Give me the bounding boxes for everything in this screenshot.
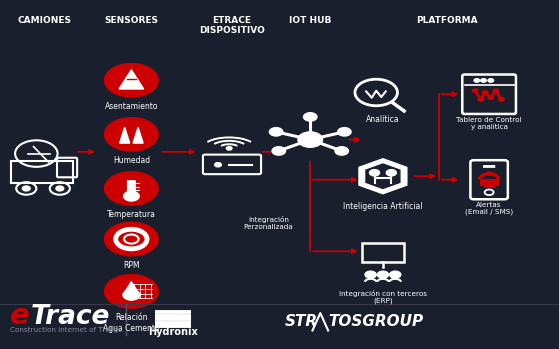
Circle shape	[22, 186, 30, 191]
Text: PLATFORMA: PLATFORMA	[416, 16, 478, 25]
Polygon shape	[105, 118, 158, 151]
Circle shape	[272, 147, 286, 155]
Text: STR: STR	[285, 314, 318, 329]
Circle shape	[386, 170, 396, 176]
FancyBboxPatch shape	[127, 180, 136, 195]
FancyBboxPatch shape	[480, 179, 499, 186]
Text: Tablero de Control
y analítica: Tablero de Control y analítica	[456, 117, 522, 130]
Circle shape	[123, 290, 140, 300]
Text: CAMIONES: CAMIONES	[18, 16, 72, 25]
Circle shape	[377, 271, 389, 278]
Circle shape	[478, 98, 484, 101]
Text: Temperatura: Temperatura	[107, 210, 156, 220]
Text: Trace: Trace	[31, 304, 110, 329]
Text: Construction Internet of Things: Construction Internet of Things	[10, 327, 122, 333]
Text: Analítica: Analítica	[366, 115, 400, 124]
Text: Inteligencia Artificial: Inteligencia Artificial	[343, 202, 423, 211]
FancyBboxPatch shape	[483, 165, 495, 168]
Circle shape	[304, 113, 317, 121]
Text: e: e	[10, 302, 30, 330]
Circle shape	[499, 98, 504, 101]
Circle shape	[365, 271, 376, 278]
Text: Integración con terceros
(ERP): Integración con terceros (ERP)	[339, 290, 427, 304]
Polygon shape	[105, 222, 158, 256]
Text: IOT HUB: IOT HUB	[289, 16, 331, 25]
Circle shape	[474, 79, 480, 82]
Circle shape	[215, 163, 221, 167]
Text: RPM: RPM	[123, 261, 140, 270]
Text: Hydronix: Hydronix	[149, 327, 198, 337]
Circle shape	[487, 172, 491, 175]
Circle shape	[369, 170, 380, 176]
Text: Alertas
(Email / SMS): Alertas (Email / SMS)	[465, 202, 513, 215]
Text: Asentamiento: Asentamiento	[105, 102, 158, 111]
Circle shape	[482, 91, 488, 94]
Polygon shape	[105, 64, 158, 97]
Circle shape	[338, 128, 351, 136]
Polygon shape	[119, 70, 144, 89]
Polygon shape	[359, 159, 406, 193]
Text: Humedad: Humedad	[113, 156, 150, 165]
Circle shape	[56, 186, 64, 191]
Polygon shape	[366, 164, 400, 188]
Polygon shape	[105, 275, 158, 308]
Text: TOSGROUP: TOSGROUP	[328, 314, 423, 329]
Text: Relación
Agua Cemento: Relación Agua Cemento	[103, 313, 160, 333]
Circle shape	[481, 79, 486, 82]
Circle shape	[124, 191, 139, 201]
Polygon shape	[123, 282, 140, 295]
Circle shape	[390, 271, 401, 278]
Circle shape	[493, 89, 499, 92]
Polygon shape	[128, 227, 135, 231]
Text: SENSORES: SENSORES	[105, 16, 158, 25]
Text: ETRACE
DISPOSITIVO: ETRACE DISPOSITIVO	[199, 16, 265, 35]
Text: Integración
Perzonalizada: Integración Perzonalizada	[244, 216, 293, 230]
Circle shape	[488, 79, 494, 82]
Circle shape	[335, 147, 348, 155]
Polygon shape	[120, 127, 130, 143]
Circle shape	[226, 147, 232, 150]
Circle shape	[488, 96, 494, 99]
Polygon shape	[133, 127, 143, 143]
Circle shape	[472, 89, 478, 92]
Circle shape	[269, 128, 283, 136]
Circle shape	[298, 132, 323, 147]
Polygon shape	[105, 172, 158, 205]
